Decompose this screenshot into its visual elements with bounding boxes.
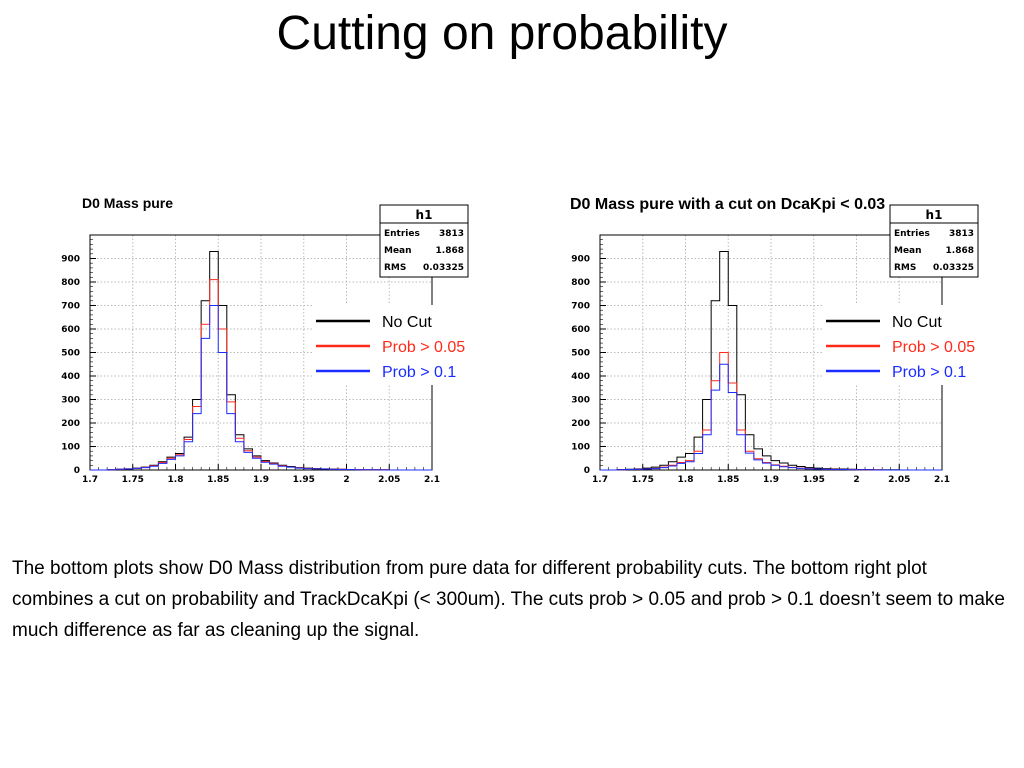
stats-value: 3813: [949, 229, 974, 239]
y-axis: 0 100 200 300 400 500 600 700 800 900: [61, 234, 96, 476]
x-axis: 1.7 1.75 1.8 1.85 1.9 1.95 2 2.05 2.1: [592, 464, 950, 485]
stats-label: Mean: [894, 246, 922, 256]
legend-label-prob-01: Prob > 0.1: [892, 364, 966, 381]
stats-label: RMS: [384, 263, 406, 273]
right-histogram: 1.7 1.75 1.8 1.85 1.9 1.95 2 2.05 2.1 0 100 200 300 4…: [571, 204, 990, 485]
stats-value: 1.868: [436, 246, 464, 256]
x-tick-label: 2.1: [424, 475, 440, 485]
stats-box-frame: [889, 204, 979, 278]
y-tick-label: 100: [571, 443, 590, 453]
x-tick-label: 1.7: [82, 475, 98, 485]
stats-value: 0.03325: [933, 263, 974, 273]
y-tick-label: 200: [61, 419, 80, 429]
stats-label: RMS: [894, 263, 916, 273]
x-tick-label: 1.95: [803, 475, 825, 485]
stats-box: h1 Entries 3813 Mean 1.868 RMS 0.03325: [889, 204, 979, 278]
legend-label-prob-005: Prob > 0.05: [382, 339, 465, 356]
caption-text: The bottom plots show D0 Mass distributi…: [12, 558, 1005, 641]
left-plot-title: D0 Mass pure: [82, 195, 174, 211]
stats-label: Entries: [894, 229, 930, 239]
y-tick-label: 0: [74, 466, 80, 476]
y-tick-label: 700: [571, 302, 590, 312]
legend-label-no-cut: No Cut: [892, 314, 942, 331]
y-tick-label: 100: [61, 443, 80, 453]
slide-title: Cutting on probability: [276, 7, 728, 60]
x-tick-label: 1.85: [207, 475, 229, 485]
left-histogram: 1.7 1.75 1.8 1.85 1.9 1.95 2 2.05 2.1 0 100 200 300 4…: [61, 204, 480, 485]
y-tick-label: 700: [61, 302, 80, 312]
y-tick-label: 400: [61, 372, 80, 382]
stats-box-name: h1: [926, 208, 943, 222]
stats-box-name: h1: [416, 208, 433, 222]
y-tick-label: 600: [571, 325, 590, 335]
x-tick-label: 2: [853, 475, 859, 485]
stats-box: h1 Entries 3813 Mean 1.868 RMS 0.03325: [379, 204, 469, 278]
y-tick-label: 500: [61, 349, 80, 359]
y-tick-label: 800: [61, 278, 80, 288]
y-tick-label: 500: [571, 349, 590, 359]
x-tick-label: 2.1: [934, 475, 950, 485]
x-tick-label: 1.75: [632, 475, 654, 485]
x-tick-label: 1.95: [293, 475, 315, 485]
y-tick-label: 0: [584, 466, 590, 476]
y-axis: 0 100 200 300 400 500 600 700 800 900: [571, 234, 606, 476]
stats-box-frame: [379, 204, 469, 278]
y-tick-label: 200: [571, 419, 590, 429]
legend-label-no-cut: No Cut: [382, 314, 432, 331]
stats-label: Mean: [384, 246, 412, 256]
x-tick-label: 2: [343, 475, 349, 485]
right-plot-title: D0 Mass pure with a cut on DcaKpi < 0.03: [570, 196, 886, 213]
y-tick-label: 400: [571, 372, 590, 382]
x-tick-label: 1.7: [592, 475, 608, 485]
series-prob-01-line: [600, 363, 942, 471]
stats-value: 0.03325: [423, 263, 464, 273]
series-prob-01-line: [90, 305, 432, 471]
stats-value: 3813: [439, 229, 464, 239]
y-tick-label: 300: [571, 396, 590, 406]
y-tick-label: 900: [61, 255, 80, 265]
y-tick-label: 300: [61, 396, 80, 406]
x-tick-label: 2.05: [888, 475, 910, 485]
x-tick-label: 1.85: [717, 475, 739, 485]
legend-label-prob-005: Prob > 0.05: [892, 339, 975, 356]
legend: No Cut Prob > 0.05 Prob > 0.1: [822, 305, 990, 385]
x-tick-label: 1.9: [253, 475, 269, 485]
legend-label-prob-01: Prob > 0.1: [382, 364, 456, 381]
x-tick-label: 2.05: [378, 475, 400, 485]
legend: No Cut Prob > 0.05 Prob > 0.1: [312, 305, 480, 385]
stats-label: Entries: [384, 229, 420, 239]
x-axis: 1.7 1.75 1.8 1.85 1.9 1.95 2 2.05 2.1: [82, 464, 440, 485]
x-tick-label: 1.9: [763, 475, 779, 485]
x-tick-label: 1.75: [122, 475, 144, 485]
x-tick-label: 1.8: [678, 475, 694, 485]
y-tick-label: 600: [61, 325, 80, 335]
y-tick-label: 900: [571, 255, 590, 265]
y-tick-label: 800: [571, 278, 590, 288]
x-tick-label: 1.8: [168, 475, 184, 485]
stats-value: 1.868: [946, 246, 974, 256]
